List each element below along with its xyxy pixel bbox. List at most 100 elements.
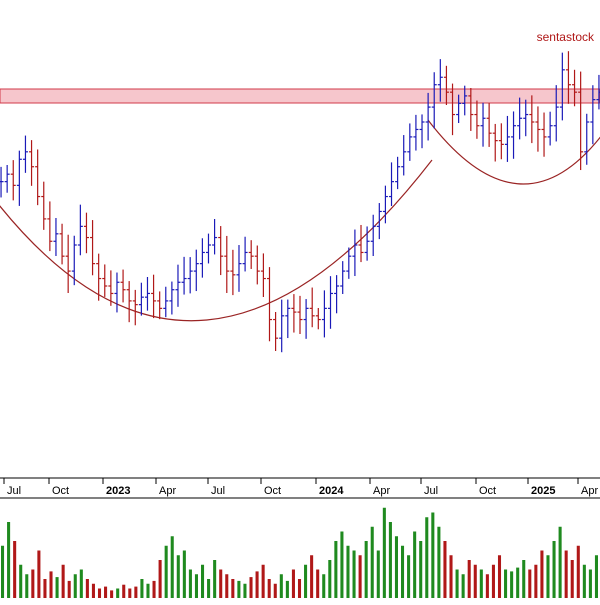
volume-bar <box>225 574 229 598</box>
volume-bar <box>461 574 465 598</box>
volume-bar <box>207 579 211 598</box>
volume-bar <box>243 583 247 598</box>
volume-bar <box>146 583 150 598</box>
volume-bar <box>201 564 205 598</box>
volume-bar <box>419 541 423 598</box>
volume-bar <box>449 555 453 598</box>
volume-bar <box>213 560 217 598</box>
volume-bar <box>316 569 320 598</box>
volume-bar <box>7 522 11 598</box>
volume-bar <box>504 569 508 598</box>
volume-bar <box>104 586 108 598</box>
volume-bar <box>176 555 180 598</box>
volume-bar <box>558 526 562 598</box>
volume-bar <box>285 580 289 598</box>
volume-bar <box>352 550 356 598</box>
volume-bar <box>376 550 380 598</box>
volume-bar <box>413 531 417 598</box>
volume-bar <box>67 580 71 598</box>
volume-bar <box>552 541 556 598</box>
volume-bar <box>322 574 326 598</box>
volume-bar <box>158 560 162 598</box>
volume-bar <box>570 560 574 598</box>
volume-bar <box>407 555 411 598</box>
volume-bar <box>588 569 592 598</box>
volume-bar <box>564 550 568 598</box>
volume-bar <box>97 588 102 598</box>
volume-bar <box>61 564 65 598</box>
volume-bar <box>594 555 598 598</box>
volume-bar <box>261 564 265 598</box>
cup-curve-small <box>427 119 600 185</box>
volume-bar <box>249 577 253 598</box>
x-tick-label: Jul <box>424 485 438 497</box>
volume-bar <box>110 590 114 598</box>
volume-bar <box>134 586 138 598</box>
watermark-text: sentastock <box>536 30 594 44</box>
volume-bar <box>425 517 429 598</box>
volume-bar <box>31 569 35 598</box>
volume-bar <box>510 571 514 598</box>
volume-bar <box>540 550 544 598</box>
volume-bar <box>43 579 47 598</box>
volume-bar <box>388 522 392 598</box>
x-tick-label: 2024 <box>319 485 344 497</box>
volume-bar <box>473 564 477 598</box>
x-tick-label: 2023 <box>106 485 130 497</box>
volume-bar <box>534 564 538 598</box>
volume-bar <box>401 545 405 598</box>
volume-bar <box>140 579 144 598</box>
volume-bar <box>13 541 17 598</box>
volume-bar <box>182 550 186 598</box>
volume-bar <box>431 512 435 598</box>
volume-bar <box>255 571 259 598</box>
volume-bar <box>467 560 471 598</box>
volume-bar <box>116 588 120 598</box>
volume-bar <box>382 507 386 598</box>
volume-bar <box>479 569 483 598</box>
volume-bar <box>340 531 344 598</box>
x-tick-label: Jul <box>211 485 225 497</box>
volume-bar <box>576 545 580 598</box>
volume-bar <box>194 574 198 598</box>
volume-bar <box>231 579 235 598</box>
volume-bar <box>582 564 586 598</box>
volume-bar <box>346 545 350 598</box>
x-tick-label: Oct <box>264 485 281 497</box>
resistance-band <box>0 88 600 104</box>
volume-bar <box>219 569 223 598</box>
volume-bar <box>297 579 302 598</box>
volume-bar <box>491 564 495 598</box>
x-tick-label: Jul <box>7 485 21 497</box>
volume-bar <box>528 569 532 598</box>
volume-bar <box>291 569 295 598</box>
volume-bar <box>85 579 89 598</box>
volume-bar <box>170 536 174 598</box>
volume-bar <box>152 580 156 598</box>
volume-bar <box>455 569 459 598</box>
volume-bar <box>37 550 41 598</box>
volume-bar <box>1 545 5 598</box>
volume-bar <box>516 567 520 598</box>
volume-bar <box>546 555 550 598</box>
volume-bar <box>497 555 502 598</box>
x-tick-label: Apr <box>159 485 176 497</box>
volume-bar <box>267 579 271 598</box>
volume-bar <box>310 555 314 598</box>
volume-bar <box>19 564 23 598</box>
volume-bar <box>237 580 241 598</box>
volume-bar <box>304 564 308 598</box>
volume-bar <box>73 574 77 598</box>
volume-bar <box>522 560 526 598</box>
volume-bar <box>55 577 59 598</box>
volume-bar <box>370 526 374 598</box>
volume-bar <box>164 545 168 598</box>
x-tick-label: Apr <box>373 485 390 497</box>
volume-bar <box>485 574 489 598</box>
volume-bar <box>437 526 441 598</box>
volume-bar <box>273 583 277 598</box>
volume-bar <box>328 560 332 598</box>
volume-bar <box>188 569 192 598</box>
